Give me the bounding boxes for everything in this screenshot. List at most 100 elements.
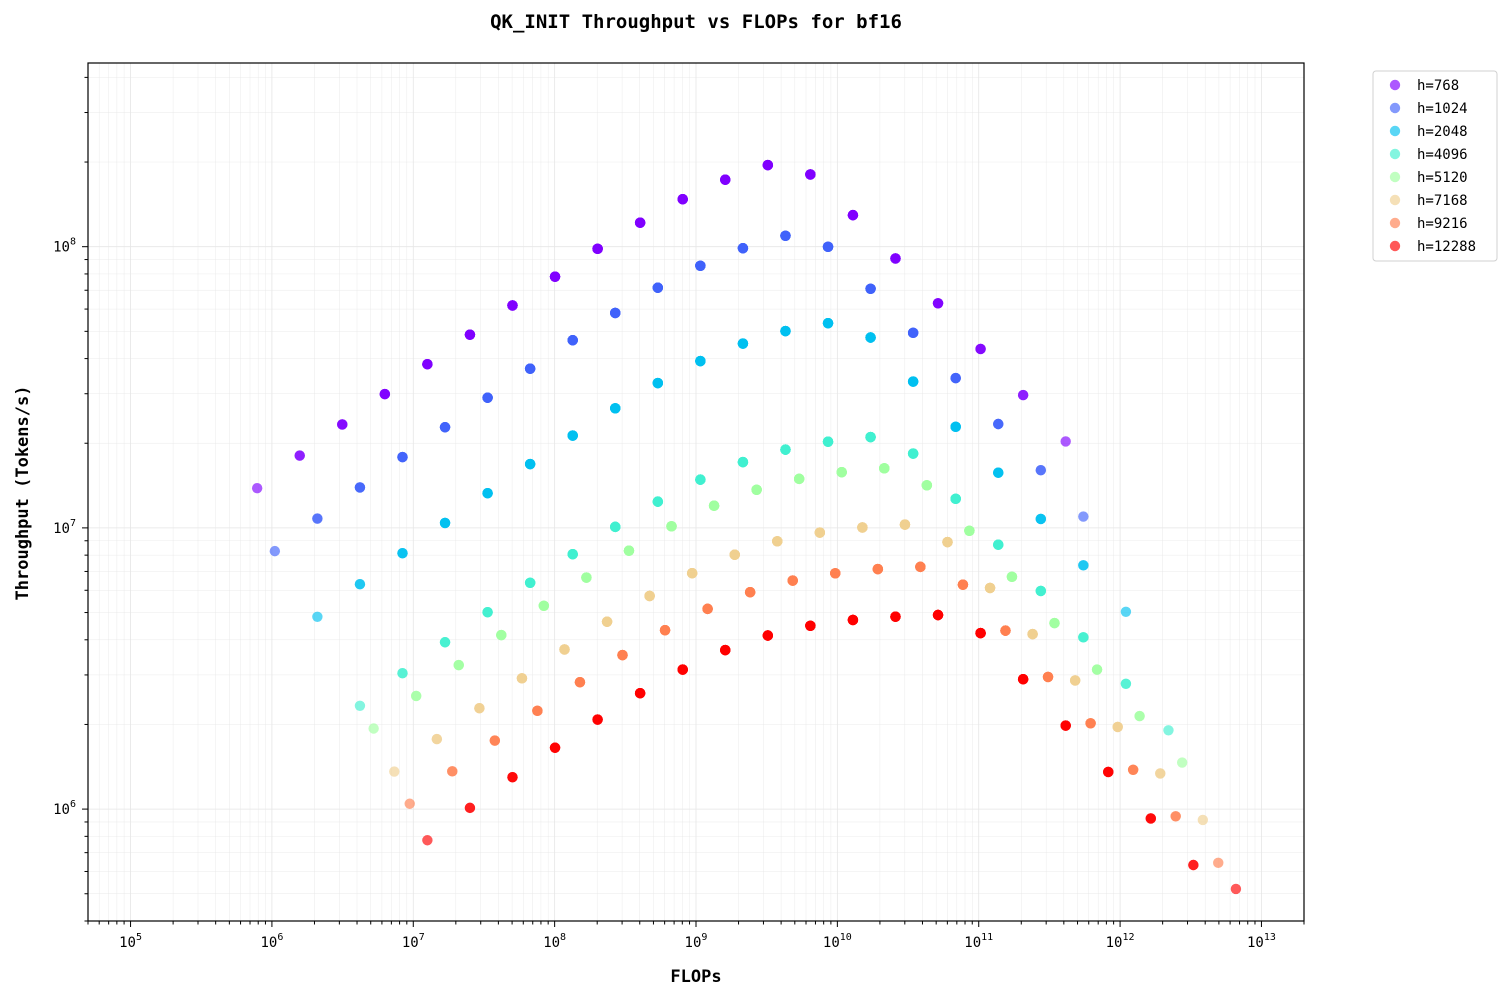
data-point — [1049, 617, 1060, 629]
data-point — [915, 561, 926, 573]
data-point — [1085, 718, 1096, 729]
data-point — [453, 659, 464, 671]
data-point — [1155, 768, 1166, 779]
data-point — [532, 705, 543, 717]
data-point — [805, 620, 816, 631]
data-point — [907, 448, 919, 459]
data-point — [567, 430, 578, 441]
data-point — [984, 582, 996, 594]
data-point — [695, 260, 706, 271]
data-point — [592, 243, 603, 255]
data-point — [422, 359, 433, 370]
y-tick-label: 107 — [53, 518, 76, 537]
data-point — [957, 579, 969, 590]
data-point — [865, 332, 876, 343]
data-point — [574, 677, 586, 688]
legend: h=768 h=1024 h=2048 h=4096 h=5120 h=7168 h=921… — [1372, 70, 1498, 262]
data-point — [312, 611, 323, 622]
data-point — [1027, 628, 1038, 640]
data-point — [865, 431, 876, 443]
data-point — [1000, 625, 1011, 636]
data-point — [644, 590, 655, 602]
data-point — [677, 664, 688, 675]
data-point — [592, 714, 603, 725]
data-point — [1134, 710, 1145, 722]
x-tick-label: 1011 — [964, 932, 993, 951]
data-point — [1035, 465, 1047, 476]
y-axis-label: Throughput (Tokens/s) — [13, 386, 33, 601]
x-tick-label: 1012 — [1106, 932, 1135, 951]
data-point — [1078, 560, 1089, 571]
data-point — [389, 766, 400, 777]
data-point — [368, 723, 379, 734]
legend-marker — [1389, 148, 1401, 160]
data-point — [762, 630, 774, 641]
data-point — [830, 568, 841, 579]
legend-label: h=5120 — [1417, 170, 1468, 186]
data-point — [567, 335, 578, 346]
data-point — [872, 563, 884, 575]
data-point — [836, 466, 847, 478]
data-point — [431, 733, 443, 745]
data-point — [720, 644, 731, 656]
data-point — [337, 419, 348, 430]
data-point — [1069, 675, 1081, 686]
legend-marker — [1389, 240, 1401, 252]
data-point — [879, 463, 890, 474]
data-point — [482, 392, 493, 403]
legend-label: h=7168 — [1417, 193, 1468, 209]
legend-marker — [1389, 79, 1401, 91]
data-point — [805, 169, 816, 180]
data-point — [847, 614, 859, 626]
data-point — [312, 513, 323, 524]
legend-marker — [1389, 102, 1401, 114]
data-point — [708, 500, 720, 511]
data-point — [932, 609, 944, 621]
data-point — [269, 545, 281, 557]
data-point — [1120, 606, 1132, 617]
data-point — [397, 451, 408, 463]
legend-frame — [1372, 70, 1498, 262]
data-point — [496, 629, 507, 641]
data-point — [610, 307, 621, 319]
data-point — [354, 700, 366, 711]
data-point — [737, 338, 749, 349]
data-point — [964, 525, 975, 536]
legend-label: h=1024 — [1417, 101, 1468, 117]
data-point — [354, 482, 366, 493]
data-point — [489, 735, 501, 746]
data-point — [482, 488, 493, 499]
data-point — [251, 482, 263, 494]
data-point — [379, 388, 391, 400]
data-point — [993, 539, 1004, 550]
legend-marker — [1389, 125, 1401, 137]
data-point — [762, 159, 774, 171]
data-point — [1145, 813, 1157, 824]
data-point — [623, 545, 635, 556]
data-point — [474, 703, 485, 714]
data-point — [737, 456, 749, 468]
data-point — [950, 421, 961, 433]
data-point — [634, 217, 646, 228]
data-point — [1127, 764, 1139, 775]
data-point — [780, 444, 791, 455]
data-point — [1112, 721, 1123, 733]
x-tick-label: 1010 — [823, 932, 852, 951]
data-point — [1017, 674, 1029, 685]
data-point — [507, 772, 518, 783]
legend-label: h=4096 — [1417, 147, 1468, 163]
data-point — [507, 300, 518, 311]
data-point — [652, 282, 664, 293]
data-point — [814, 527, 826, 538]
data-point — [447, 766, 458, 777]
x-tick-label: 1013 — [1247, 932, 1276, 951]
data-point — [1120, 678, 1132, 689]
data-point — [1176, 757, 1188, 768]
data-point — [464, 802, 476, 814]
legend-label: h=2048 — [1417, 124, 1468, 140]
data-point — [439, 517, 451, 529]
data-point — [410, 690, 422, 702]
x-tick-label: 106 — [260, 932, 283, 951]
data-point — [354, 579, 366, 590]
